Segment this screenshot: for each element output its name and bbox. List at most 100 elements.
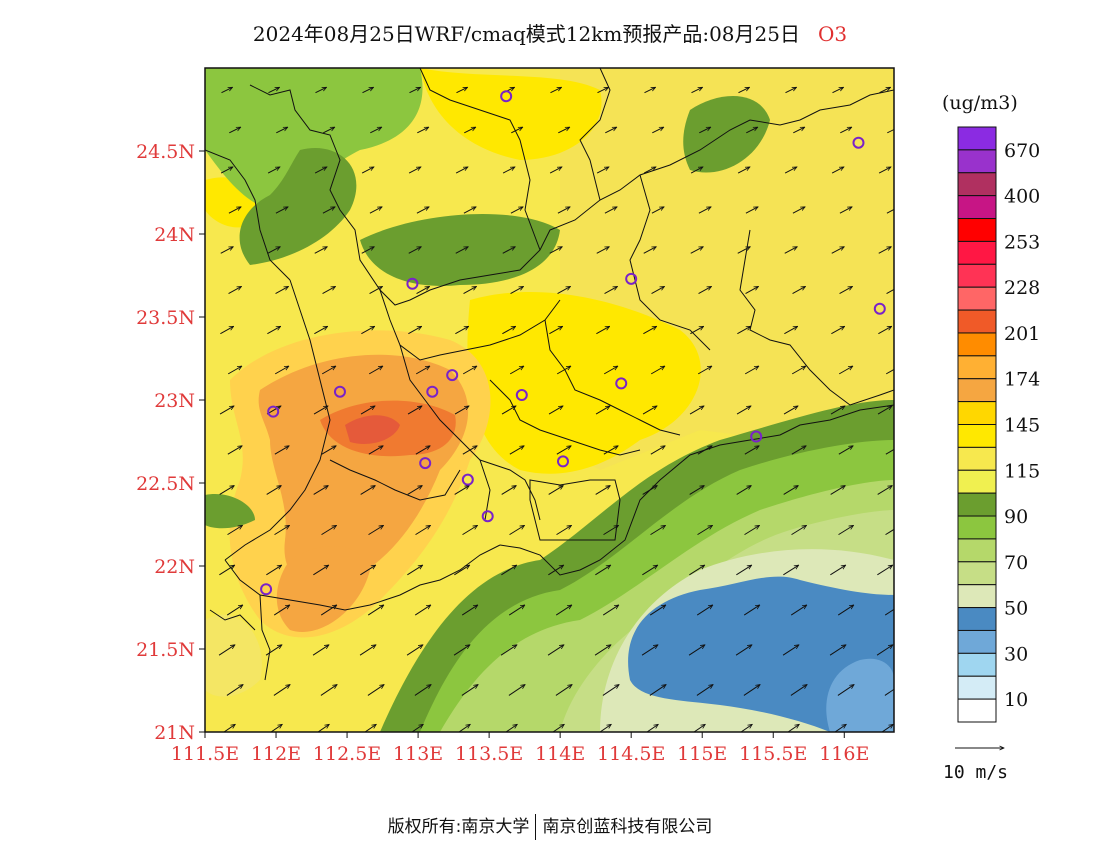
wind-arrow <box>878 167 891 174</box>
wind-arrow <box>361 326 374 335</box>
ozone-field-sea-30 <box>826 658 894 732</box>
wind-arrow <box>558 126 569 134</box>
legend-label: 145 <box>1004 415 1040 437</box>
wind-arrow <box>830 486 846 495</box>
wind-arrow <box>735 645 752 656</box>
wind-arrow <box>501 486 517 495</box>
wind-arrow <box>736 486 752 495</box>
wind-arrow <box>406 645 423 656</box>
wind-arrow <box>555 685 572 696</box>
wind-arrow <box>407 486 423 495</box>
wind-arrow <box>322 286 336 294</box>
wind-arrow <box>878 326 891 335</box>
wind-arrow <box>274 446 289 455</box>
station-marker[interactable] <box>615 377 628 390</box>
wind-vector-layer <box>218 86 894 732</box>
lon-tick-label: 112.5E <box>313 743 381 765</box>
legend-label: 253 <box>1004 231 1040 253</box>
wind-arrow <box>500 645 517 656</box>
legend-swatch <box>957 469 997 494</box>
wind-arrow <box>744 525 760 536</box>
station-marker[interactable] <box>446 369 459 382</box>
wind-arrow <box>314 167 327 174</box>
wind-arrow <box>549 247 563 254</box>
wind-arrow <box>838 446 853 455</box>
map-plot-area[interactable] <box>205 68 901 736</box>
wind-arrow <box>407 406 422 415</box>
station-marker[interactable] <box>419 457 432 470</box>
ozone-field-central-high <box>467 291 701 474</box>
wind-arrow <box>652 126 663 134</box>
wind-arrow <box>886 208 894 214</box>
legend-swatch <box>957 378 997 403</box>
station-marker[interactable] <box>625 272 638 285</box>
wind-arrow <box>276 126 287 134</box>
station-marker[interactable] <box>260 583 273 596</box>
station-marker[interactable] <box>461 473 474 486</box>
wind-arrow <box>367 685 384 696</box>
wind-arrow <box>885 528 894 536</box>
wind-arrow <box>556 446 571 455</box>
wind-arrow <box>697 525 713 536</box>
wind-reference-label: 10 m/s <box>943 762 1009 783</box>
legend-swatch <box>957 218 997 242</box>
wind-arrow <box>651 207 664 214</box>
wind-arrow <box>740 724 752 732</box>
lon-tick-label: 113.5E <box>455 743 523 765</box>
wind-arrow <box>737 167 750 174</box>
station-marker[interactable] <box>267 405 280 418</box>
station-marker[interactable] <box>333 385 346 398</box>
wind-arrow <box>884 608 894 616</box>
latitude-axis: 24.5N 24N 23.5N 23N 22.5N 22N 21.5N 21N <box>136 141 205 744</box>
legend-swatch <box>957 332 997 357</box>
wind-arrow <box>266 406 281 415</box>
station-marker[interactable] <box>556 455 569 468</box>
station-markers <box>260 90 886 596</box>
wind-arrow <box>791 525 807 536</box>
wind-arrow <box>691 86 702 94</box>
ozone-field-ne-darkgreen <box>683 96 770 173</box>
wind-arrow <box>885 368 894 375</box>
wind-arrow <box>603 525 619 536</box>
wind-arrow <box>359 645 376 656</box>
wind-arrow <box>220 247 234 254</box>
lon-tick-label: 111.5E <box>171 743 239 765</box>
wind-arrow <box>361 167 374 174</box>
wind-arrow <box>837 685 854 696</box>
legend-swatch <box>957 401 997 426</box>
station-marker[interactable] <box>750 430 763 443</box>
wind-arrow <box>689 565 704 576</box>
wind-arrow <box>226 605 243 616</box>
station-marker[interactable] <box>500 90 513 103</box>
wind-arrow <box>604 286 618 294</box>
wind-arrow <box>454 565 469 576</box>
lat-tick-label: 21N <box>154 722 195 744</box>
wind-arrow <box>831 247 845 254</box>
wind-arrow <box>228 286 242 294</box>
wind-arrow <box>738 86 749 94</box>
wind-arrow <box>602 685 619 696</box>
station-marker[interactable] <box>426 385 439 398</box>
wind-arrow <box>785 86 796 94</box>
ozone-field-sea-40 <box>628 576 894 732</box>
lat-tick-label: 23.5N <box>136 307 195 329</box>
legend-swatch <box>957 652 997 677</box>
wind-arrow <box>266 565 281 576</box>
wind-arrow <box>595 565 610 576</box>
station-marker[interactable] <box>852 136 865 149</box>
station-marker[interactable] <box>481 510 494 523</box>
wind-arrow <box>736 406 751 415</box>
legend-swatch <box>957 149 997 174</box>
wind-arrow <box>644 86 655 94</box>
wind-arrow <box>407 565 422 576</box>
wind-arrow <box>414 605 431 616</box>
wind-arrow <box>737 326 750 335</box>
wind-arrow <box>832 86 843 94</box>
station-marker[interactable] <box>406 277 419 290</box>
wind-arrow <box>784 326 797 335</box>
wind-arrow <box>595 486 611 495</box>
wind-arrow <box>219 565 234 576</box>
station-marker[interactable] <box>873 302 886 315</box>
legend-label: 670 <box>1004 140 1040 162</box>
station-marker[interactable] <box>515 389 528 402</box>
